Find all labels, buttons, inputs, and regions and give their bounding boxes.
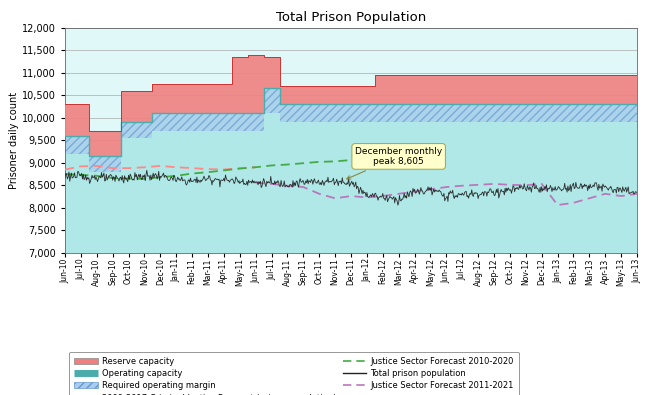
Title: Total Prison Population: Total Prison Population [276,11,426,24]
Text: December monthly
peak 8,605: December monthly peak 8,605 [346,147,442,179]
Y-axis label: Prisoner daily count: Prisoner daily count [9,92,20,189]
Legend: Reserve capacity, Operating capacity, Required operating margin, 2009-2017 Crimi: Reserve capacity, Operating capacity, Re… [69,352,519,395]
